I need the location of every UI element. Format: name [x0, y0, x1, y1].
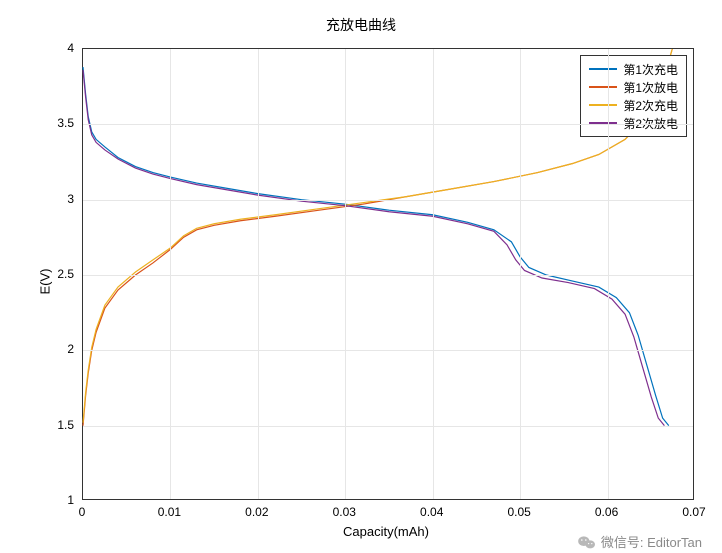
gridline-vertical: [258, 49, 259, 499]
x-tick-label: 0.06: [595, 505, 618, 519]
watermark-text: 微信号: EditorTan: [601, 532, 702, 551]
legend-item: 第1次充电: [589, 60, 678, 78]
plot-area: 第1次充电第1次放电第2次充电第2次放电: [82, 48, 694, 500]
chart-title: 充放电曲线: [10, 10, 712, 40]
gridline-horizontal: [83, 124, 693, 125]
x-tick-label: 0.03: [333, 505, 356, 519]
y-tick-label: 2: [67, 342, 74, 356]
gridline-horizontal: [83, 426, 693, 427]
legend-color-line: [589, 104, 617, 106]
gridline-horizontal: [83, 275, 693, 276]
y-tick-label: 1.5: [57, 418, 74, 432]
legend-item: 第1次放电: [589, 78, 678, 96]
legend-label: 第1次放电: [623, 79, 678, 96]
legend-label: 第1次充电: [623, 61, 678, 78]
legend-item: 第2次充电: [589, 96, 678, 114]
x-tick-label: 0.02: [245, 505, 268, 519]
gridline-vertical: [433, 49, 434, 499]
x-tick-label: 0.04: [420, 505, 443, 519]
gridline-vertical: [608, 49, 609, 499]
x-tick-label: 0.05: [507, 505, 530, 519]
watermark: 微信号: EditorTan: [577, 532, 702, 551]
chart-container: 充放电曲线 第1次充电第1次放电第2次充电第2次放电 E(V) Capacity…: [10, 10, 712, 543]
legend-label: 第2次充电: [623, 97, 678, 114]
y-axis-label: E(V): [38, 269, 53, 295]
y-tick-label: 4: [67, 41, 74, 55]
gridline-vertical: [345, 49, 346, 499]
gridline-horizontal: [83, 200, 693, 201]
y-tick-label: 3.5: [57, 116, 74, 130]
legend-color-line: [589, 86, 617, 88]
gridline-vertical: [170, 49, 171, 499]
wechat-icon: [577, 534, 597, 550]
x-tick-label: 0.01: [158, 505, 181, 519]
y-tick-label: 1: [67, 493, 74, 507]
x-axis-label: Capacity(mAh): [343, 524, 429, 539]
legend-color-line: [589, 68, 617, 70]
x-tick-label: 0: [79, 505, 86, 519]
legend-item: 第2次放电: [589, 114, 678, 132]
y-tick-label: 2.5: [57, 267, 74, 281]
legend-label: 第2次放电: [623, 115, 678, 132]
gridline-vertical: [520, 49, 521, 499]
x-tick-label: 0.07: [682, 505, 705, 519]
gridline-horizontal: [83, 350, 693, 351]
y-tick-label: 3: [67, 192, 74, 206]
